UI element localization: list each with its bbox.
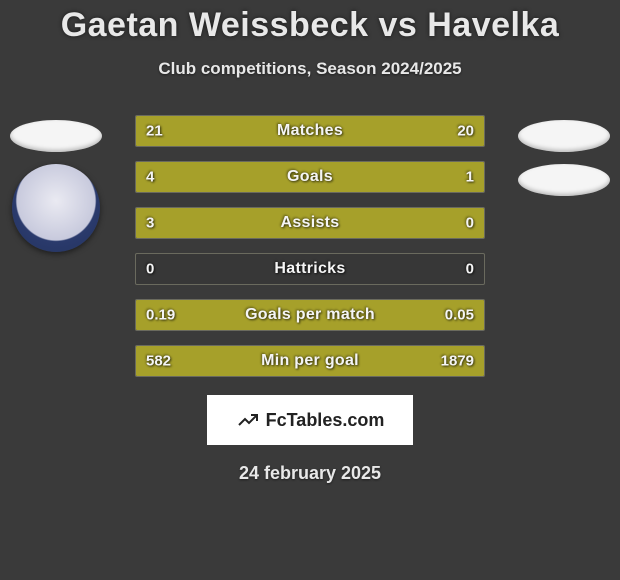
bar-right-value: 0: [466, 215, 474, 232]
bar-row: 21 Matches 20: [135, 115, 485, 147]
bar-left-value: 21: [146, 123, 163, 140]
bar-row: 4 Goals 1: [135, 161, 485, 193]
date-label: 24 february 2025: [0, 463, 620, 484]
team-logo-1-right: [518, 120, 610, 152]
bar-row: 0 Hattricks 0: [135, 253, 485, 285]
team-logo-1-left: [10, 120, 102, 152]
fctables-label: FcTables.com: [266, 410, 385, 431]
bar-right-value: 0.05: [445, 307, 474, 324]
bar-label: Goals per match: [245, 306, 375, 324]
bar-row: 582 Min per goal 1879: [135, 345, 485, 377]
bar-left-value: 3: [146, 215, 154, 232]
bar-label: Hattricks: [274, 260, 345, 278]
bar-label: Goals: [287, 168, 333, 186]
bar-right-value: 1879: [441, 353, 474, 370]
subtitle: Club competitions, Season 2024/2025: [0, 59, 620, 79]
team-logo-2-right: [518, 164, 610, 196]
bar-right-value: 0: [466, 261, 474, 278]
bar-label: Assists: [280, 214, 339, 232]
team-badge-left: [12, 164, 100, 252]
bar-right-value: 20: [457, 123, 474, 140]
bar-left-value: 4: [146, 169, 154, 186]
bar-right-value: 1: [466, 169, 474, 186]
fctables-branding: FcTables.com: [207, 395, 413, 445]
bar-left-value: 0: [146, 261, 154, 278]
page-title: Gaetan Weissbeck vs Havelka: [0, 0, 620, 45]
comparison-bars: 21 Matches 20 4 Goals 1 3 Assists 0 0 Ha…: [135, 115, 485, 377]
bar-row: 3 Assists 0: [135, 207, 485, 239]
bar-label: Min per goal: [261, 352, 359, 370]
bar-left-fill: [136, 162, 397, 192]
bar-left-value: 0.19: [146, 307, 175, 324]
right-team-logos: [518, 120, 610, 196]
bar-left-value: 582: [146, 353, 171, 370]
bar-row: 0.19 Goals per match 0.05: [135, 299, 485, 331]
fctables-icon: [236, 408, 260, 432]
bar-label: Matches: [277, 122, 343, 140]
left-team-logos: [10, 120, 102, 252]
